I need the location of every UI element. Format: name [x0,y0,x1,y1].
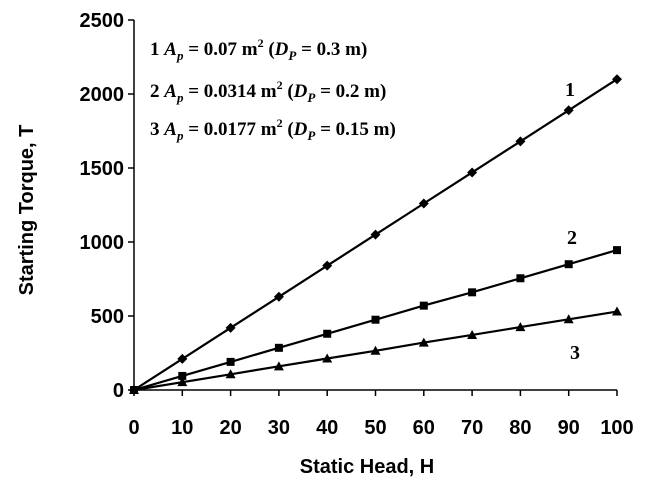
data-point [564,260,573,269]
legend-area-subscript: p [176,48,184,63]
legend-area-symbol: A [163,81,177,102]
data-point [418,337,429,347]
y-axis-ticks: 0 500 1000 1500 2000 2500 [80,10,134,402]
legend-area-symbol: A [163,39,177,60]
data-point [274,343,283,352]
legend-area-subscript: p [176,128,184,143]
series-label-1: 1 [565,79,575,101]
series-layer: 1 2 3 [129,74,622,395]
legend-diameter-subscript: P [288,48,297,63]
legend-diameter-value: = 0.2 m) [315,81,386,102]
data-point [178,371,187,380]
x-tick-label: 50 [364,417,386,439]
legend-diameter-subscript: P [307,128,316,143]
data-point [370,345,381,355]
x-tick-label: 10 [171,417,193,439]
y-tick-label: 0 [113,380,124,402]
legend-area-value: = 0.0177 m [183,119,276,140]
data-point [371,315,380,324]
data-point [515,322,526,332]
data-point [323,329,332,338]
y-tick-label: 500 [91,306,124,328]
data-point [467,329,478,339]
data-point [177,377,188,387]
data-point [612,74,622,85]
legend-area-value: = 0.0314 m [183,81,276,102]
data-point [516,274,525,283]
data-point [273,361,284,371]
data-point [322,353,333,363]
data-point [467,167,478,178]
x-axis-ticks: 0 10 20 30 40 50 60 70 80 90 100 [128,390,634,439]
data-point [370,229,381,240]
series-3 [129,306,622,394]
legend-diameter-subscript: P [307,90,316,105]
legend-number: 3 [150,119,164,140]
data-point [613,246,621,255]
data-point [225,369,236,379]
legend: 1 Ap = 0.07 m2 (DP = 0.3 m)2 Ap = 0.0314… [150,36,396,143]
legend-superscript: 2 [258,36,264,50]
series-label-2: 2 [567,227,577,249]
legend-paren: ( [283,81,294,102]
legend-paren: ( [264,39,275,60]
legend-superscript: 2 [277,78,283,92]
data-point [468,288,477,297]
x-axis-title: Static Head, H [300,456,434,478]
data-point [612,306,622,316]
data-point [563,105,574,116]
x-tick-label: 20 [219,417,241,439]
legend-diameter-symbol: D [274,39,289,60]
legend-area-subscript: p [176,90,184,105]
data-point [129,385,139,394]
x-tick-label: 70 [461,417,483,439]
legend-entry-2: 2 Ap = 0.0314 m2 (DP = 0.2 m) [150,78,386,105]
x-tick-label: 60 [413,417,435,439]
plot-area: 0 500 1000 1500 2000 2500 0 10 20 30 40 50 60 70 80 90… [80,10,634,439]
legend-superscript: 2 [277,116,283,130]
data-point [177,353,188,364]
y-tick-label: 1500 [80,158,125,180]
data-point [419,301,428,310]
data-point [563,314,574,324]
data-point [273,291,284,302]
data-point [418,198,429,209]
legend-number: 2 [150,81,164,102]
x-tick-label: 0 [128,417,139,439]
x-tick-label: 40 [316,417,338,439]
y-tick-label: 2500 [80,10,125,32]
legend-diameter-value: = 0.15 m) [315,119,395,140]
legend-entry-1: 1 Ap = 0.07 m2 (DP = 0.3 m) [150,36,367,63]
series-1 [129,74,622,395]
y-tick-label: 1000 [80,232,125,254]
legend-diameter-symbol: D [293,119,308,140]
x-tick-label: 90 [558,417,580,439]
legend-area-value: = 0.07 m [183,39,257,60]
data-point [226,357,235,366]
x-tick-label: 80 [509,417,531,439]
y-tick-label: 2000 [80,84,125,106]
legend-diameter-symbol: D [293,81,308,102]
x-tick-label: 30 [268,417,290,439]
series-label-3: 3 [570,342,580,364]
x-tick-label: 100 [600,417,633,439]
legend-paren: ( [283,119,294,140]
legend-number: 1 [150,39,164,60]
data-point [225,322,236,333]
data-point [322,260,333,271]
series-2 [130,246,621,394]
legend-diameter-value: = 0.3 m) [296,39,367,60]
data-point [515,136,526,147]
legend-entry-3: 3 Ap = 0.0177 m2 (DP = 0.15 m) [150,116,396,143]
legend-area-symbol: A [163,119,177,140]
y-axis-title: Starting Torque, T [16,125,38,296]
